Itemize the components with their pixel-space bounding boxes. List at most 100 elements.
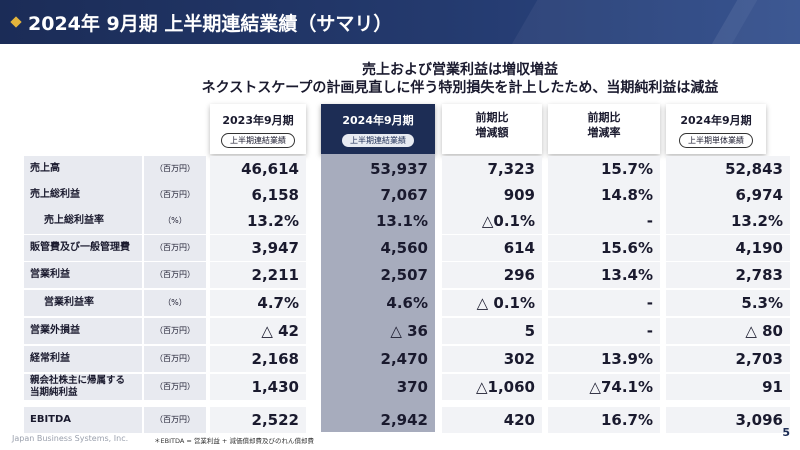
- company-name: Japan Business Systems, Inc.: [12, 434, 129, 443]
- column-header-label: 前期比 増減額: [442, 110, 542, 140]
- value-cell: 46,614: [210, 156, 306, 182]
- value-cell: △ 0.1%: [442, 290, 542, 316]
- header-bar: 2024年 9月期 上半期連結業績（サマリ）: [0, 0, 800, 44]
- value-cell: △ 42: [210, 318, 306, 344]
- value-cell: 420: [442, 407, 542, 433]
- value-cell: 4,190: [666, 235, 790, 261]
- column-header-label-line: 前期比: [587, 111, 621, 124]
- value-cell: △74.1%: [548, 374, 660, 400]
- row-unit: （百万円）: [144, 374, 206, 400]
- column-header-badge: 上半期単体業績: [679, 133, 753, 148]
- value-cell: 302: [442, 346, 542, 372]
- column-header-yoy-change: 前期比 増減額: [442, 104, 542, 154]
- value-cell: 6,974: [666, 182, 790, 208]
- row-unit: （百万円）: [144, 318, 206, 344]
- value-cell: -: [548, 208, 660, 234]
- value-cell: 5.3%: [666, 290, 790, 316]
- row-label: 営業外損益: [24, 318, 142, 344]
- value-cell: 296: [442, 262, 542, 288]
- ebitda-footnote: ＊EBITDA = 営業利益 + 減価償却費及びのれん償却費: [154, 437, 314, 445]
- table-row: 親会社株主に帰属する 当期純利益 （百万円） 1,430 370 △1,060 △74.1%…: [24, 374, 790, 400]
- row-label: 営業利益: [24, 262, 142, 288]
- page-title: 2024年 9月期 上半期連結業績（サマリ）: [28, 13, 393, 35]
- value-cell: 3,096: [666, 407, 790, 433]
- column-header-label: 2023年9月期: [222, 114, 294, 127]
- row-unit: （百万円）: [144, 182, 206, 208]
- row-unit: （百万円）: [144, 407, 206, 433]
- table-row: 販管費及び一般管理費 （百万円） 3,947 4,560 614 15.6% 4,190: [24, 235, 790, 261]
- row-unit: （百万円）: [144, 156, 206, 182]
- row-label: 売上総利益: [24, 182, 142, 208]
- value-cell: 52,843: [666, 156, 790, 182]
- table-row: EBITDA （百万円） 2,522 2,942 420 16.7% 3,096: [24, 407, 790, 433]
- value-cell: -: [548, 290, 660, 316]
- value-cell: 2,168: [210, 346, 306, 372]
- value-cell: 4,560: [380, 239, 428, 257]
- row-unit: （%）: [144, 208, 206, 234]
- column-header-fy2024: 2024年9月期 上半期連結業績: [321, 104, 435, 154]
- table-row: 経常利益 （百万円） 2,168 2,470 302 13.9% 2,703: [24, 346, 790, 372]
- current-period-highlight: [321, 154, 435, 432]
- value-cell: 13.9%: [548, 346, 660, 372]
- value-cell: 13.4%: [548, 262, 660, 288]
- column-header-label-line: 前期比: [475, 111, 509, 124]
- row-label: 売上総利益率: [24, 208, 142, 234]
- value-cell: △ 36: [390, 322, 428, 340]
- column-header-badge: 上半期連結業績: [342, 134, 414, 147]
- table-row: 営業利益 （百万円） 2,211 2,507 296 13.4% 2,783: [24, 262, 790, 288]
- column-header-label: 2024年9月期: [342, 114, 414, 127]
- row-label: 売上高: [24, 156, 142, 182]
- value-cell: 2,507: [380, 266, 428, 284]
- value-cell: 2,470: [380, 350, 428, 368]
- table-row: 売上高 （百万円） 46,614 53,937 7,323 15.7% 52,843: [24, 156, 790, 182]
- value-cell: 370: [396, 378, 428, 396]
- value-cell: △1,060: [442, 374, 542, 400]
- column-header-badge: 上半期連結業績: [221, 133, 295, 148]
- value-cell: 7,067: [380, 186, 428, 204]
- value-cell: 15.6%: [548, 235, 660, 261]
- column-header-fy2023: 2023年9月期 上半期連結業績: [210, 104, 306, 154]
- value-cell: 2,942: [380, 411, 428, 429]
- value-cell: 13.1%: [375, 212, 428, 230]
- value-cell: 4.7%: [210, 290, 306, 316]
- value-cell: -: [548, 318, 660, 344]
- table-row: 営業外損益 （百万円） △ 42 △ 36 5- △ 80: [24, 318, 790, 344]
- page-number: 5: [782, 426, 790, 439]
- column-header-label: 前期比 増減率: [548, 110, 660, 140]
- table-row: 営業利益率 （%） 4.7% 4.6% △ 0.1% -5.3%: [24, 290, 790, 316]
- column-header-label: 2024年9月期: [680, 114, 752, 127]
- row-label: 販管費及び一般管理費: [24, 235, 142, 261]
- table-row: 売上総利益 （百万円） 6,158 7,067 909 14.8% 6,974: [24, 182, 790, 208]
- row-unit: （%）: [144, 290, 206, 316]
- value-cell: 2,703: [666, 346, 790, 372]
- value-cell: 53,937: [370, 160, 428, 178]
- value-cell: 1,430: [210, 374, 306, 400]
- value-cell: 2,783: [666, 262, 790, 288]
- subtitle-line-1: 売上および営業利益は増収増益: [362, 62, 558, 78]
- value-cell: 909: [442, 182, 542, 208]
- column-header-label-line: 増減額: [475, 126, 509, 139]
- value-cell: 13.2%: [210, 208, 306, 234]
- value-cell: 14.8%: [548, 182, 660, 208]
- value-cell: △0.1%: [442, 208, 542, 234]
- table-row: 売上総利益率 （%） 13.2% 13.1% △0.1% -13.2%: [24, 208, 790, 234]
- row-unit: （百万円）: [144, 346, 206, 372]
- row-unit: （百万円）: [144, 262, 206, 288]
- column-header-yoy-rate: 前期比 増減率: [548, 104, 660, 154]
- value-cell: 91: [666, 374, 790, 400]
- value-cell: 13.2%: [666, 208, 790, 234]
- row-label: EBITDA: [24, 407, 142, 433]
- value-cell: △ 80: [666, 318, 790, 344]
- row-label: 親会社株主に帰属する 当期純利益: [24, 374, 142, 400]
- column-header-label-line: 増減率: [587, 126, 621, 139]
- value-cell: 2,211: [210, 262, 306, 288]
- value-cell: 3,947: [210, 235, 306, 261]
- value-cell: 5: [442, 318, 542, 344]
- value-cell: 16.7%: [548, 407, 660, 433]
- value-cell: 7,323: [442, 156, 542, 182]
- row-unit: （百万円）: [144, 235, 206, 261]
- value-cell: 6,158: [210, 182, 306, 208]
- subtitle-line-2: ネクストスケープの計画見直しに伴う特別損失を計上したため、当期純利益は減益: [201, 80, 719, 96]
- row-label: 経常利益: [24, 346, 142, 372]
- value-cell: 2,522: [210, 407, 306, 433]
